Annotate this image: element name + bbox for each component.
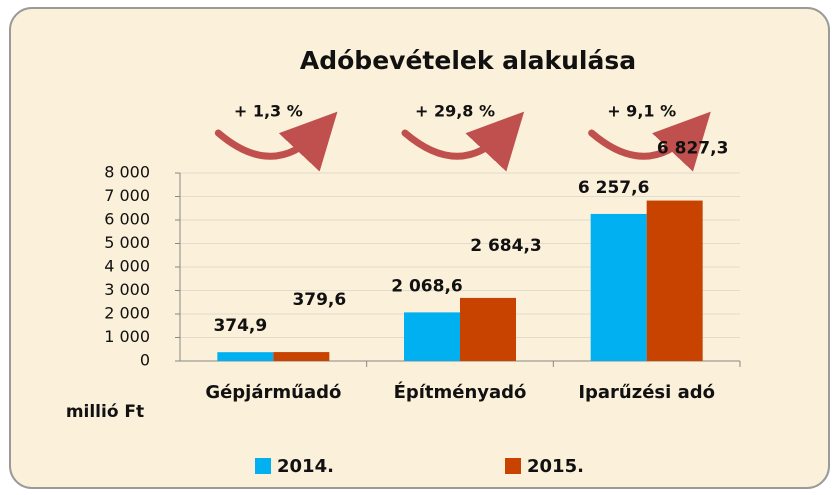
- y-tick-label: 0: [140, 351, 150, 370]
- value-label: 374,9: [213, 316, 267, 336]
- y-tick-label: 2 000: [104, 304, 150, 323]
- value-label: 6 257,6: [578, 178, 650, 198]
- value-label: 6 827,3: [657, 139, 729, 159]
- y-tick-label: 6 000: [104, 210, 150, 229]
- annotation: + 1,3 %: [234, 102, 303, 121]
- legend-swatch: [505, 458, 521, 474]
- x-tick-label: Iparűzési adó: [578, 382, 715, 403]
- y-axis-label: millió Ft: [66, 402, 144, 422]
- bar: [273, 352, 330, 361]
- panel: [9, 7, 830, 489]
- growth-arrow: [401, 111, 525, 172]
- bar: [646, 200, 703, 361]
- y-tick-label: 4 000: [104, 257, 150, 276]
- bar: [460, 297, 516, 361]
- value-label: 2 068,6: [391, 276, 463, 296]
- y-tick-label: 1 000: [104, 327, 150, 346]
- y-tick-label: 3 000: [104, 280, 150, 299]
- bar: [590, 213, 647, 361]
- legend-label: 2015.: [527, 456, 584, 477]
- y-tick-label: 8 000: [104, 163, 150, 182]
- growth-arrow: [588, 111, 711, 172]
- x-tick-label: Építményadó: [394, 381, 527, 403]
- legend-label: 2014.: [277, 456, 334, 477]
- chart-title: Adóbevételek alakulása: [300, 46, 636, 75]
- bar: [217, 352, 274, 361]
- annotation: + 29,8 %: [415, 102, 495, 121]
- x-tick-label: Gépjárműadó: [205, 382, 341, 403]
- y-tick-label: 7 000: [104, 186, 150, 205]
- value-label: 379,6: [292, 290, 346, 310]
- legend-swatch: [255, 458, 271, 474]
- bar: [404, 312, 460, 361]
- annotation: + 9,1 %: [607, 102, 676, 121]
- growth-arrow: [214, 111, 338, 172]
- value-label: 2 684,3: [470, 236, 542, 256]
- y-tick-label: 5 000: [104, 233, 150, 252]
